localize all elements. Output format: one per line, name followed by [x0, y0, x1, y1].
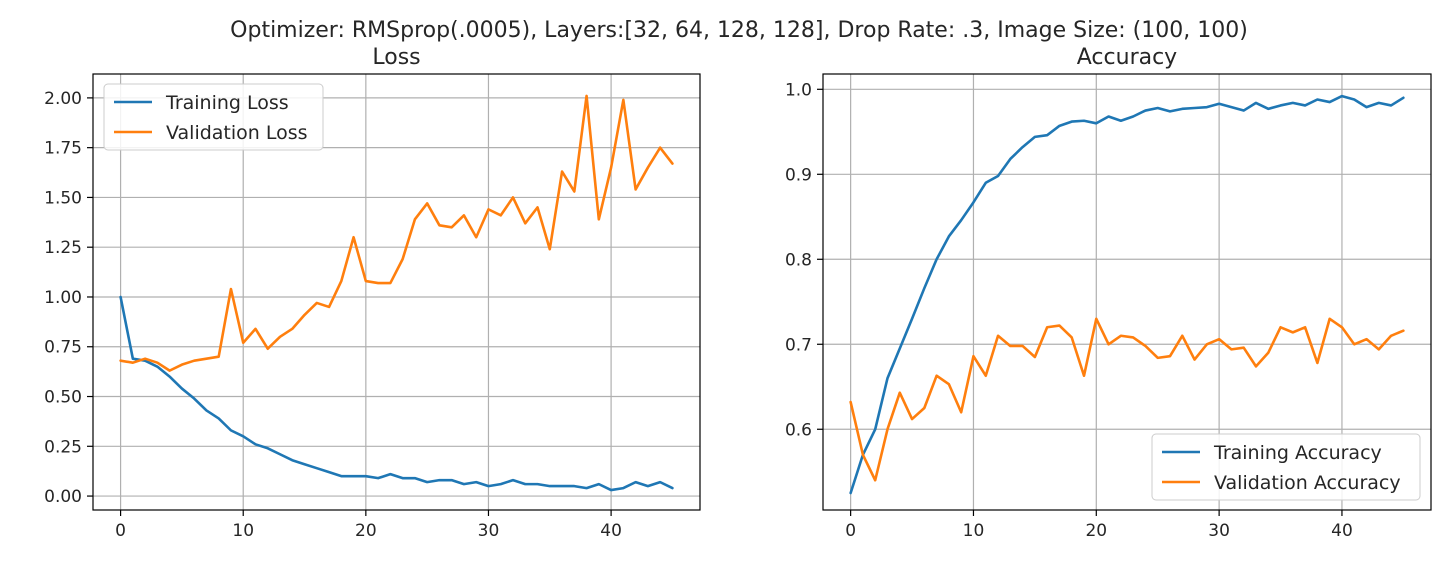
accuracy-series-training-accuracy — [849, 94, 1405, 495]
accuracy-axes-frame — [822, 73, 1432, 511]
loss-ytick-label-2: 0.50 — [44, 388, 82, 408]
loss-legend-box — [103, 83, 324, 151]
accuracy-xtick-label-0: 0 — [845, 521, 856, 541]
loss-ytick-label-1: 0.25 — [44, 437, 82, 457]
accuracy-ytick-label-2: 0.8 — [785, 250, 812, 270]
loss-xtick-label-0: 0 — [115, 521, 126, 541]
loss-ytick-label-4: 1.00 — [44, 288, 82, 308]
accuracy-ytick-label-3: 0.9 — [785, 165, 812, 185]
loss-series-training-loss — [119, 295, 674, 492]
accuracy-ytick-label-0: 0.6 — [785, 420, 812, 440]
loss-axes-frame — [92, 73, 701, 511]
loss-ytick-label-7: 1.75 — [44, 139, 82, 159]
accuracy-series-validation-accuracy — [849, 317, 1405, 482]
loss-ytick-label-6: 1.50 — [44, 188, 82, 208]
loss-ytick-label-0: 0.00 — [44, 487, 82, 507]
loss-xtick-label-1: 10 — [232, 521, 254, 541]
accuracy-subplot: Accuracy 0 10 20 30 40 0.6 0.7 0.8 0.9 1.0 Training… — [785, 45, 1432, 541]
loss-grid — [93, 74, 700, 510]
loss-xtick-label-3: 30 — [478, 521, 500, 541]
figure-suptitle: Optimizer: RMSprop(.0005), Layers:[32, 6… — [230, 18, 1248, 43]
accuracy-xtick-label-2: 20 — [1085, 521, 1107, 541]
loss-xtick-label-4: 40 — [600, 521, 622, 541]
loss-ytick-label-3: 0.75 — [44, 338, 82, 358]
loss-ytick-label-5: 1.25 — [44, 238, 82, 258]
accuracy-legend-label-1: Validation Accuracy — [1214, 472, 1401, 494]
loss-series-validation-loss — [119, 94, 674, 372]
accuracy-title: Accuracy — [1077, 45, 1177, 70]
loss-title: Loss — [372, 45, 420, 70]
accuracy-legend: Training Accuracy Validation Accuracy — [1151, 433, 1421, 501]
loss-xtick-label-2: 20 — [355, 521, 377, 541]
accuracy-xtick-label-3: 30 — [1208, 521, 1230, 541]
loss-legend-label-0: Training Loss — [165, 92, 289, 114]
accuracy-ytick-label-4: 1.0 — [785, 80, 812, 100]
accuracy-legend-box — [1151, 433, 1421, 501]
accuracy-xtick-label-1: 10 — [963, 521, 985, 541]
accuracy-ytick-label-1: 0.7 — [785, 335, 812, 355]
accuracy-xtick-label-4: 40 — [1331, 521, 1353, 541]
accuracy-legend-label-0: Training Accuracy — [1213, 442, 1382, 464]
loss-subplot: Loss 0 10 20 30 40 0.00 0.25 0.50 0.75 1.00 1.25 1.5… — [44, 45, 701, 541]
loss-legend-label-1: Validation Loss — [166, 122, 308, 144]
loss-ytick-label-8: 2.00 — [44, 89, 82, 109]
loss-legend: Training Loss Validation Loss — [103, 83, 324, 151]
